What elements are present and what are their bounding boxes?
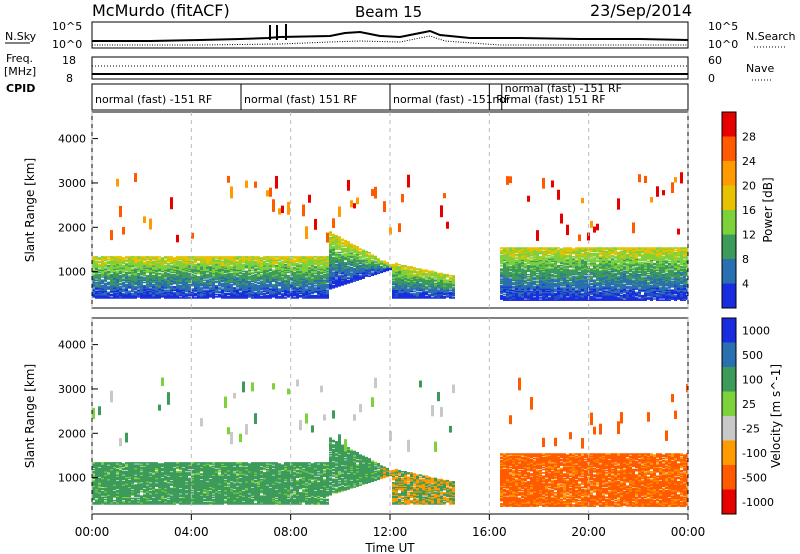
x-tick-label: 00:00: [671, 525, 706, 539]
power-cbar-label: Power [dB]: [761, 177, 775, 242]
velocity-cbar-label: Velocity [m s^-1]: [769, 364, 783, 468]
beam-title: Beam 15: [355, 3, 422, 21]
station-title: McMurdo (fitACF): [92, 1, 230, 20]
cpid-segment-label: normal (fast) 151 RF: [244, 93, 357, 106]
nsky-label: N.Sky: [5, 30, 37, 43]
date-title: 23/Sep/2014: [590, 1, 692, 20]
power-panel: 1000 2000 3000 4000 Slant Range [km] 28 24 20…: [23, 111, 775, 309]
colorbar-tick-label: 8: [742, 253, 749, 266]
nsearch-trace: [92, 35, 688, 46]
freq-panel: Freq. [MHz] 18 8 60 0 Nave CPID: [4, 52, 774, 95]
nsearch-label: N.Search: [746, 30, 796, 43]
nsearch-tick-top: 10^5: [708, 20, 738, 33]
nsky-tick-bottom: 10^0: [52, 38, 82, 51]
colorbar-tick-label: 4: [742, 278, 749, 291]
nave-tick-bottom: 0: [708, 72, 715, 85]
freq-label: Freq.: [6, 52, 33, 65]
nsky-trace: [92, 29, 689, 42]
colorbar-tick-label: 1000: [742, 324, 770, 337]
nsearch-tick-bottom: 10^0: [708, 38, 738, 51]
cpid-segment-label: normal (fast) -151 RF: [95, 93, 212, 106]
colorbar-tick-label: 24: [742, 155, 756, 168]
x-tick-label: 20:00: [571, 525, 606, 539]
colorbar-segment: [722, 185, 736, 210]
colorbar-tick-label: 500: [742, 349, 763, 362]
cpid-segment-label: normal (fast) 151 RF: [492, 93, 605, 106]
x-tick-label: 08:00: [273, 525, 308, 539]
time-axis-label: Time UT: [364, 541, 415, 554]
colorbar-tick-label: -1000: [742, 496, 774, 509]
nave-label: Nave: [746, 62, 774, 75]
cpid-segment-label: normal (fast) -151 RF: [505, 82, 622, 95]
colorbar-tick-label: 100: [742, 373, 763, 386]
nave-tick-top: 60: [708, 54, 722, 67]
y-tick-label: 1000: [58, 266, 86, 279]
y-tick-label: 2000: [58, 221, 86, 234]
x-tick-label: 00:00: [75, 525, 110, 539]
colorbar-tick-label: -100: [742, 447, 767, 460]
x-tick-label: 12:00: [373, 525, 408, 539]
cpid-segment-label: normal (fast) -151 RF: [393, 93, 510, 106]
colorbar-segment: [722, 318, 736, 343]
y-tick-label: 4000: [58, 339, 86, 352]
power-ylabel: Slant Range [km]: [23, 158, 37, 262]
colorbar-tick-label: -25: [742, 422, 760, 435]
freq-tick-top: 18: [62, 54, 76, 67]
colorbar-segment: [722, 440, 736, 465]
colorbar-segment: [722, 234, 736, 259]
time-axis: 00:00 04:00 08:00 12:00 16:00 20:00 00:00: [75, 514, 706, 539]
cpid-band: normal (fast) -151 RF normal (fast) 151 R…: [91, 82, 689, 111]
nsky-panel: N.Sky 10^5 10^0 10^5 10^0 N.Search: [5, 20, 796, 51]
colorbar-tick-label: 28: [742, 131, 756, 144]
freq-unit: [MHz]: [4, 65, 36, 78]
colorbar-tick-label: -500: [742, 471, 767, 484]
colorbar-segment: [722, 489, 736, 514]
freq-tick-bottom: 8: [66, 72, 73, 85]
colorbar-tick-label: 16: [742, 204, 756, 217]
colorbar-segment: [722, 416, 736, 441]
colorbar-segment: [722, 210, 736, 235]
x-tick-label: 16:00: [472, 525, 507, 539]
colorbar-segment: [722, 136, 736, 161]
colorbar-tick-label: 20: [742, 180, 756, 193]
velocity-ylabel: Slant Range [km]: [23, 364, 37, 468]
colorbar-segment: [722, 367, 736, 392]
colorbar-tick-label: 12: [742, 229, 756, 242]
colorbar-segment: [722, 283, 736, 308]
colorbar-segment: [722, 112, 736, 137]
colorbar-segment: [722, 342, 736, 367]
y-tick-label: 4000: [58, 133, 86, 146]
y-tick-label: 2000: [58, 427, 86, 440]
x-tick-label: 04:00: [174, 525, 209, 539]
velocity-panel: 1000 2000 3000 4000 Slant Range [km] 1000 50…: [23, 317, 783, 515]
colorbar-tick-label: 25: [742, 398, 756, 411]
y-tick-label: 1000: [58, 472, 86, 485]
nsky-tick-top: 10^5: [52, 20, 82, 33]
colorbar-segment: [722, 259, 736, 284]
colorbar-segment: [722, 465, 736, 490]
colorbar-segment: [722, 391, 736, 416]
colorbar-segment: [722, 161, 736, 186]
y-tick-label: 3000: [58, 177, 86, 190]
cpid-label: CPID: [6, 82, 35, 95]
y-tick-label: 3000: [58, 383, 86, 396]
